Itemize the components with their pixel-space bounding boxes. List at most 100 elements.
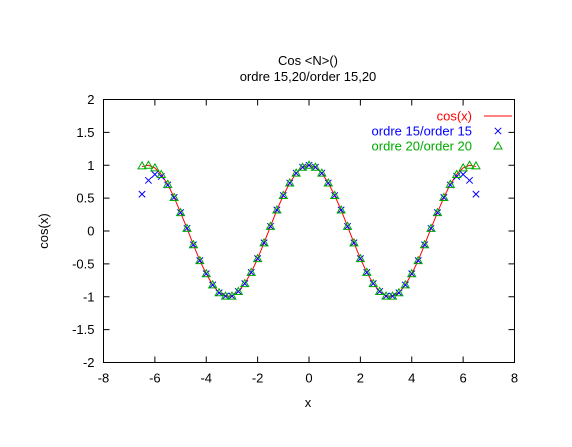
y-tick-label: 1.5: [76, 125, 94, 140]
series-line: [141, 164, 477, 297]
triangle-marker: [304, 160, 314, 169]
x-marker: [433, 209, 441, 217]
x-tick-label: -2: [252, 371, 264, 386]
triangle-marker: [355, 253, 366, 263]
x-marker: [247, 268, 255, 276]
triangle-marker: [419, 239, 430, 249]
triangle-marker: [349, 237, 359, 247]
x-marker: [299, 163, 307, 171]
x-marker: [221, 292, 230, 300]
x-marker: [260, 239, 268, 247]
x-marker: [421, 241, 429, 249]
x-marker: [388, 292, 397, 300]
x-marker: [234, 287, 242, 296]
triangle-marker: [336, 204, 346, 214]
x-marker: [305, 161, 313, 169]
x-tick-label: 6: [460, 371, 467, 386]
triangle-marker: [239, 278, 250, 288]
x-marker: [202, 270, 210, 278]
legend-label: ordre 15/order 15: [372, 124, 472, 139]
triangle-marker: [246, 267, 257, 276]
triangle-marker: [451, 169, 462, 178]
triangle-marker: [175, 207, 186, 217]
x-marker: [356, 255, 364, 263]
triangle-marker: [406, 268, 417, 278]
x-tick-label: -4: [200, 371, 212, 386]
triangle-marker: [310, 162, 321, 171]
triangle-marker: [471, 160, 481, 170]
x-marker: [266, 222, 275, 230]
x-marker: [382, 292, 390, 300]
legend-label: cos(x): [437, 109, 472, 124]
triangle-marker: [316, 168, 327, 177]
triangle-marker: [233, 286, 244, 295]
y-tick-label: -0.5: [72, 256, 94, 271]
triangle-marker: [143, 160, 154, 169]
triangle-marker: [329, 190, 340, 199]
x-marker: [427, 224, 435, 232]
x-marker: [183, 224, 191, 232]
triangle-marker: [272, 204, 282, 214]
x-marker: [369, 280, 377, 288]
legend-label: ordre 20/order 20: [372, 139, 472, 154]
triangle-marker: [493, 140, 503, 150]
x-marker: [440, 193, 448, 202]
triangle-marker: [201, 268, 212, 278]
x-marker: [254, 255, 262, 263]
x-marker: [292, 169, 300, 177]
x-marker: [414, 257, 422, 265]
x-tick-label: 0: [305, 371, 312, 386]
triangle-marker: [464, 160, 475, 169]
triangle-marker: [150, 162, 160, 172]
y-axis-label: cos(x): [36, 213, 51, 248]
x-marker: [228, 292, 236, 300]
x-tick-label: -8: [98, 371, 110, 386]
triangle-marker: [278, 190, 289, 199]
x-marker: [151, 170, 159, 179]
x-tick-label: -6: [149, 371, 161, 386]
series-line: [141, 164, 477, 297]
triangle-marker: [284, 177, 295, 187]
x-marker: [408, 270, 416, 278]
x-marker: [337, 206, 345, 214]
triangle-marker: [220, 291, 231, 300]
x-marker: [350, 239, 358, 247]
x-marker: [189, 241, 197, 249]
triangle-marker: [207, 279, 218, 289]
triangle-marker: [137, 160, 147, 170]
y-tick-label: 1: [87, 158, 94, 173]
x-marker: [273, 206, 281, 214]
x-marker: [401, 281, 409, 289]
triangle-marker: [297, 162, 308, 171]
triangle-marker: [265, 221, 276, 230]
triangle-marker: [394, 287, 404, 297]
triangle-marker: [445, 179, 456, 188]
triangle-marker: [259, 237, 269, 247]
triangle-marker: [162, 179, 173, 188]
chart-subtitle: ordre 15,20/order 15,20: [240, 69, 377, 84]
x-marker: [472, 190, 480, 198]
x-tick-label: 2: [357, 371, 364, 386]
x-marker: [286, 179, 294, 187]
triangle-marker: [381, 291, 391, 300]
x-marker: [170, 193, 178, 202]
triangle-marker: [374, 286, 385, 295]
x-tick-label: 4: [408, 371, 415, 386]
y-tick-label: 0.5: [76, 191, 94, 206]
triangle-marker: [194, 255, 205, 265]
triangle-marker: [188, 239, 199, 249]
triangle-marker: [323, 177, 334, 187]
chart-title: Cos <N>(): [278, 53, 338, 68]
triangle-marker: [426, 223, 436, 232]
x-marker: [343, 222, 352, 230]
x-marker: [241, 280, 249, 288]
x-marker: [331, 191, 339, 200]
x-marker: [494, 127, 502, 135]
x-marker: [279, 191, 287, 200]
x-marker: [465, 176, 474, 184]
x-tick-label: 8: [511, 371, 518, 386]
x-marker: [144, 176, 153, 184]
triangle-marker: [438, 192, 449, 201]
series-marker: [138, 161, 480, 300]
